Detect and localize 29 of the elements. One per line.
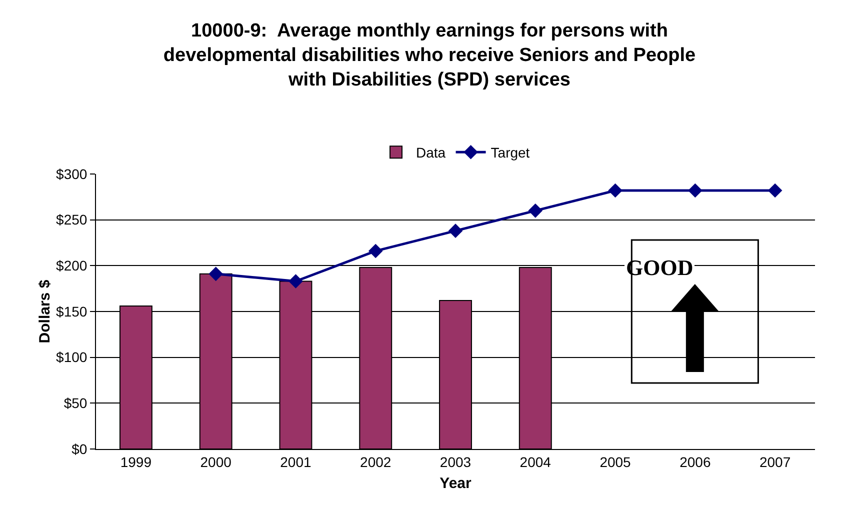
y-tick-label: $0 <box>72 440 88 457</box>
y-tick-label: $200 <box>56 258 88 274</box>
chart-title: 10000-9: Average monthly earnings for persons with developmental disabilities who receive Seniors and People with Disabilities (SPD) services <box>163 20 696 91</box>
point <box>448 224 463 238</box>
x-tick-label: 2004 <box>520 454 552 470</box>
legend-label: Target <box>490 144 530 161</box>
point <box>288 274 303 288</box>
x-tick-label: 2002 <box>360 454 392 470</box>
x-tick-label: 2005 <box>600 454 632 470</box>
y-axis-title: Dollars $ <box>36 279 54 344</box>
x-tick-label: 2000 <box>200 454 232 470</box>
x-tick-label: 2003 <box>440 454 472 470</box>
point <box>208 266 223 282</box>
y-tick-label: $300 <box>56 166 88 182</box>
y-tick-label: $50 <box>64 395 88 412</box>
point <box>768 183 782 198</box>
x-tick-label: 2006 <box>680 454 711 470</box>
x-tick-label: 2001 <box>280 454 312 470</box>
y-tick-label: $150 <box>56 303 88 320</box>
point <box>528 204 543 218</box>
point <box>368 244 383 258</box>
x-tick-label: 2007 <box>759 454 791 470</box>
point <box>688 183 702 198</box>
y-tick-label: $250 <box>56 212 88 228</box>
x-tick-label: 1999 <box>120 454 152 470</box>
point <box>608 183 622 198</box>
legend-label: Data <box>416 144 446 161</box>
x-axis-title: Year <box>440 474 472 492</box>
y-tick-label: $100 <box>56 349 88 366</box>
